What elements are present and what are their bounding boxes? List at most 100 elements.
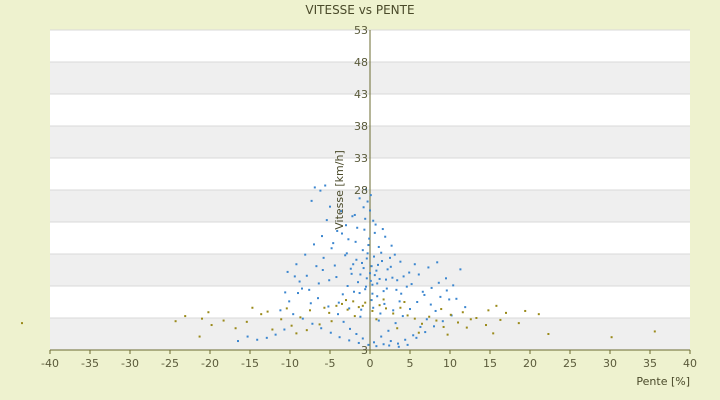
data-point (464, 306, 467, 309)
x-tick-label: -25 (161, 357, 179, 370)
data-point (305, 329, 308, 332)
data-point (305, 274, 308, 277)
data-point (369, 279, 372, 282)
data-point (304, 253, 307, 256)
data-point (356, 226, 359, 229)
data-point (309, 309, 311, 312)
data-point (391, 276, 394, 279)
data-point (485, 324, 487, 327)
data-point (653, 330, 656, 333)
data-point (408, 271, 411, 274)
data-point (341, 293, 344, 296)
x-tick-label: 20 (523, 357, 537, 370)
data-point (388, 344, 391, 347)
data-point (325, 219, 328, 222)
data-point (353, 290, 355, 293)
data-point (396, 279, 399, 282)
data-point (21, 322, 23, 325)
data-point (313, 186, 316, 189)
data-point (386, 268, 389, 271)
data-point (292, 313, 295, 316)
x-tick-label: -5 (325, 357, 336, 370)
y-axis-label: Vitesse [km/h] (333, 150, 346, 230)
data-point (332, 242, 335, 245)
data-point (397, 342, 399, 345)
data-point (359, 315, 362, 318)
data-point (385, 307, 387, 310)
y-tick-label: 48 (354, 56, 368, 69)
data-point (350, 272, 353, 275)
data-point (311, 322, 314, 325)
data-point (416, 301, 419, 303)
data-point (427, 266, 430, 269)
data-point (415, 336, 418, 339)
x-tick-label: 40 (683, 357, 697, 370)
x-tick-labels: -40 -35 -30 -25 -20 -15 -10 -5 0 5 10 15 20 25 30 35 40 (41, 350, 697, 370)
data-point (430, 286, 433, 289)
data-point (365, 285, 367, 288)
data-point (288, 300, 291, 303)
data-point (371, 283, 374, 286)
data-point (381, 228, 384, 231)
data-point (355, 258, 358, 261)
data-point (369, 272, 371, 275)
data-point (245, 320, 248, 323)
data-point (295, 332, 298, 335)
data-point (376, 295, 379, 298)
data-point (318, 323, 321, 326)
data-point (298, 280, 301, 283)
data-point (457, 321, 459, 324)
data-point (315, 265, 318, 268)
data-point (337, 313, 339, 316)
data-point (368, 237, 371, 240)
data-point (377, 263, 379, 266)
data-point (363, 228, 366, 231)
data-point (310, 199, 313, 202)
data-point (375, 345, 378, 348)
data-point (400, 292, 403, 295)
data-point (297, 292, 299, 295)
data-point (374, 223, 377, 226)
data-point (284, 291, 287, 294)
data-point (353, 315, 356, 318)
data-point (382, 290, 385, 293)
data-point (341, 232, 343, 235)
x-tick-label: 15 (483, 357, 497, 370)
data-point (517, 322, 520, 325)
data-point (348, 339, 351, 342)
data-point (487, 309, 490, 312)
data-point (345, 224, 347, 227)
x-tick-label: 5 (407, 357, 414, 370)
data-point (401, 315, 404, 318)
data-point (378, 277, 381, 280)
data-point (399, 260, 402, 263)
data-point (338, 336, 341, 339)
data-point (495, 304, 498, 307)
data-point (375, 318, 378, 321)
data-point (234, 327, 237, 330)
data-point (201, 317, 203, 320)
data-point (410, 283, 413, 286)
data-point (369, 209, 371, 212)
data-point (434, 309, 437, 312)
data-point (361, 337, 364, 340)
data-point (465, 326, 468, 329)
data-point (441, 320, 444, 323)
data-point (396, 327, 399, 330)
data-point (389, 265, 392, 268)
data-point (358, 197, 361, 200)
data-point (280, 318, 283, 321)
data-point (375, 269, 378, 272)
data-point (330, 320, 333, 323)
y-tick-label: 53 (354, 24, 368, 37)
data-point (367, 343, 370, 346)
data-point (344, 254, 347, 257)
data-point (373, 274, 376, 277)
data-point (345, 252, 348, 255)
data-point (313, 243, 315, 246)
data-point (364, 301, 367, 304)
data-point (345, 299, 347, 302)
data-point (251, 306, 254, 309)
data-point (290, 324, 293, 327)
